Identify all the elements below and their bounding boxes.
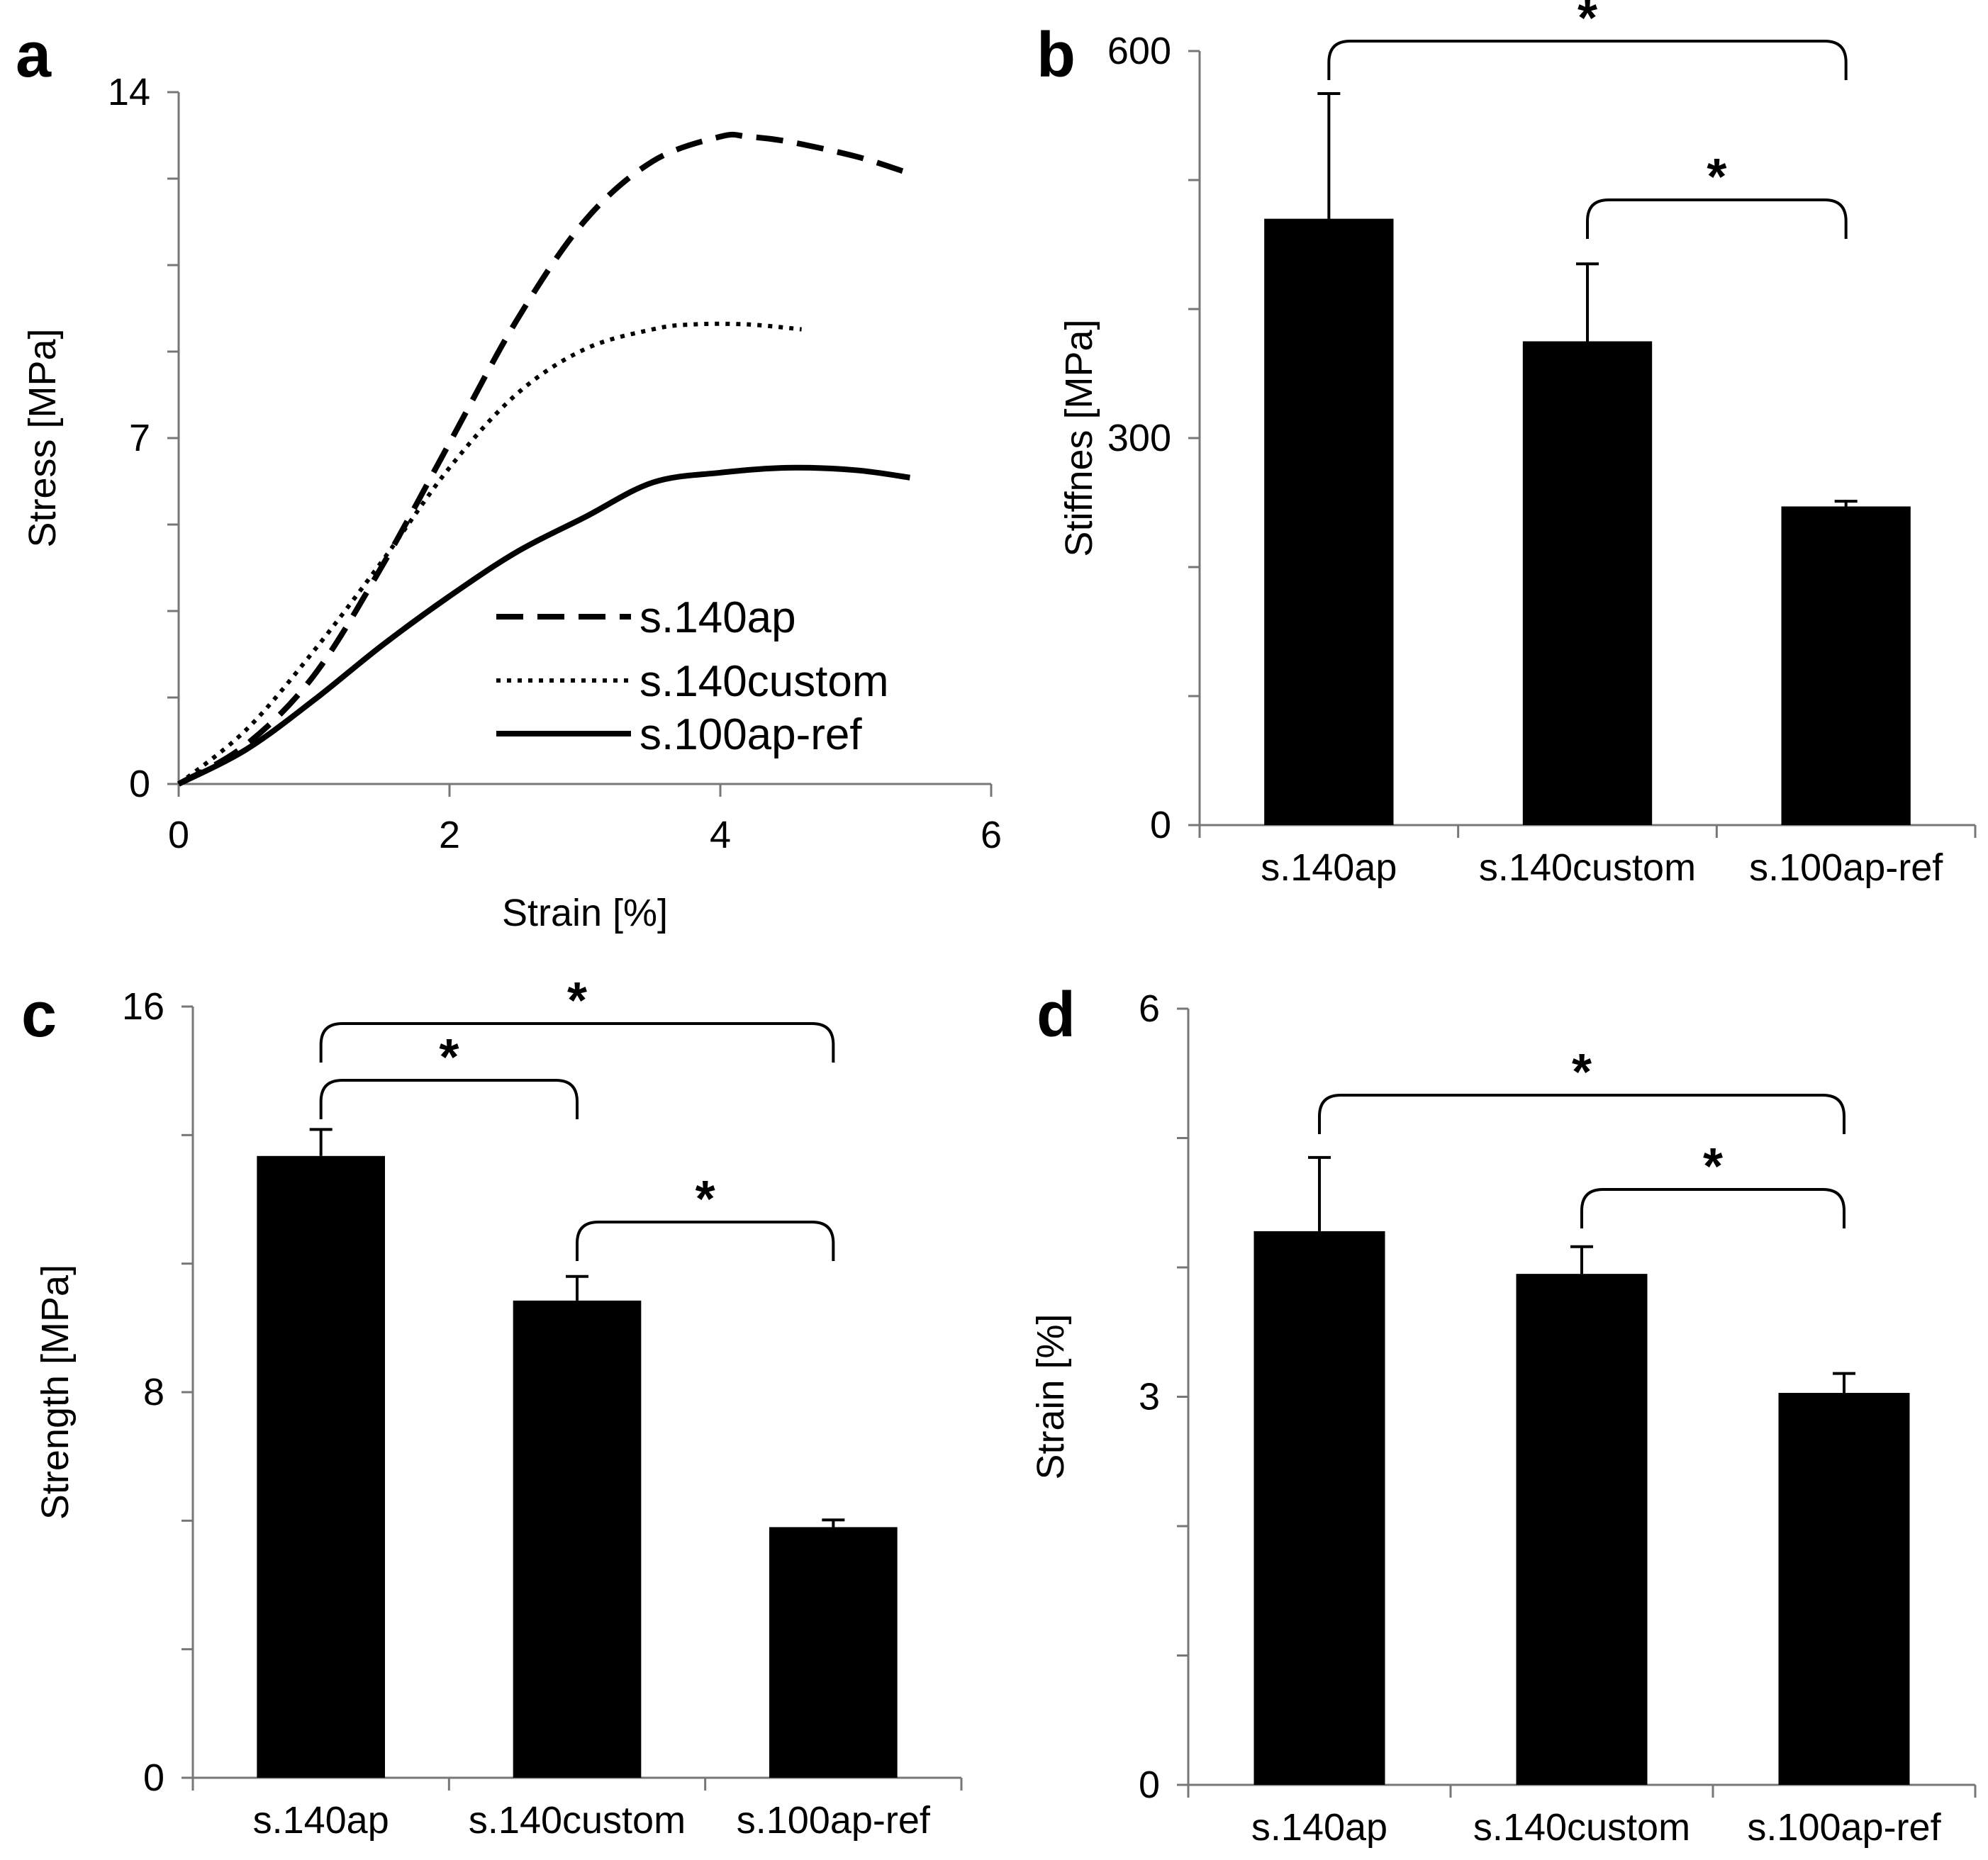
bar-s.100ap-ref (1781, 506, 1911, 825)
series-line-s.100ap-ref (177, 464, 910, 787)
x-tick-label: 2 (439, 814, 460, 856)
significance-star: * (696, 1171, 715, 1228)
y-tick-label: 0 (143, 1757, 164, 1799)
y-tick-label: 600 (1107, 30, 1171, 72)
y-axis-title: Strength [MPa] (34, 1265, 77, 1520)
significance-bracket (576, 1221, 835, 1261)
panel-b: b 0 300 600 Stiffnes [MPa] s.140ap s.140custom… (1037, 0, 1977, 889)
y-tick-label: 300 (1107, 417, 1171, 459)
panel-c: c 0 8 16 Strength [MPa] s.140ap s.140custom s.1… (21, 973, 963, 1842)
y-axis-title: Strain [%] (1029, 1313, 1072, 1479)
significance-bracket (1318, 1094, 1845, 1134)
significance-star: * (567, 973, 587, 1029)
bar-s.140ap (1253, 1231, 1385, 1785)
significance-star: * (1577, 0, 1597, 47)
panel-letter: d (1037, 980, 1076, 1051)
x-tick-label: s.100ap-ref (1749, 846, 1943, 889)
y-tick-label: 14 (108, 71, 150, 113)
significance-bracket (1327, 40, 1848, 80)
panel-letter: b (1037, 20, 1076, 91)
bar-s.140ap (1264, 218, 1394, 826)
series-line-s.140custom (177, 321, 802, 786)
significance-star: * (1703, 1138, 1723, 1195)
significance-bracket (1580, 1188, 1845, 1228)
significance-star: * (439, 1029, 459, 1086)
x-tick-label: s.140ap (1261, 846, 1397, 889)
x-tick-label: s.140custom (1479, 846, 1696, 889)
legend-label: s.140ap (640, 593, 796, 642)
x-tick-label: s.100ap-ref (1747, 1806, 1941, 1849)
x-tick-label: s.140custom (1473, 1806, 1690, 1849)
significance-bracket (1586, 198, 1848, 239)
bar-s.140custom (1516, 1274, 1648, 1785)
panel-letter: a (16, 20, 52, 91)
x-tick-label: s.140ap (1251, 1806, 1387, 1849)
x-tick-label: s.100ap-ref (737, 1799, 931, 1842)
y-tick-label: 3 (1139, 1376, 1160, 1418)
significance-bracket (319, 1079, 579, 1119)
bar-s.140custom (1522, 341, 1653, 825)
legend-label: s.100ap-ref (640, 710, 862, 759)
y-tick-label: 7 (129, 417, 150, 459)
significance-star: * (1572, 1044, 1592, 1101)
x-tick-label: 4 (710, 814, 731, 856)
y-tick-label: 6 (1139, 987, 1160, 1030)
y-tick-label: 0 (1139, 1764, 1160, 1806)
significance-bracket (319, 1022, 835, 1063)
panel-a: a 0 7 14 0 2 4 6 Strain [%] Stress [MPa] s.140ap s.… (16, 20, 1002, 934)
panel-d: d 0 3 6 Strain [%] s.140ap s.140custom s.100ap-… (1029, 980, 1977, 1849)
x-tick-label: s.140custom (469, 1799, 686, 1842)
series-line-s.140ap (177, 131, 905, 787)
bar-s.100ap-ref (769, 1527, 898, 1778)
y-tick-label: 0 (129, 763, 150, 805)
legend-label: s.140custom (640, 657, 889, 706)
y-tick-label: 0 (1150, 804, 1171, 846)
y-axis-title: Stress [MPa] (21, 328, 64, 547)
bar-s.140custom (513, 1300, 642, 1778)
bar-s.100ap-ref (1778, 1393, 1910, 1785)
x-tick-label: 0 (168, 814, 189, 856)
significance-star: * (1707, 149, 1726, 206)
y-axis-title: Stiffnes [MPa] (1058, 319, 1100, 556)
y-tick-label: 16 (122, 985, 164, 1028)
panel-letter: c (21, 980, 57, 1051)
x-tick-label: 6 (981, 814, 1002, 856)
bar-s.140ap (257, 1155, 385, 1778)
x-tick-label: s.140ap (253, 1799, 389, 1842)
y-tick-label: 8 (143, 1371, 164, 1413)
x-axis-title: Strain [%] (502, 892, 668, 934)
